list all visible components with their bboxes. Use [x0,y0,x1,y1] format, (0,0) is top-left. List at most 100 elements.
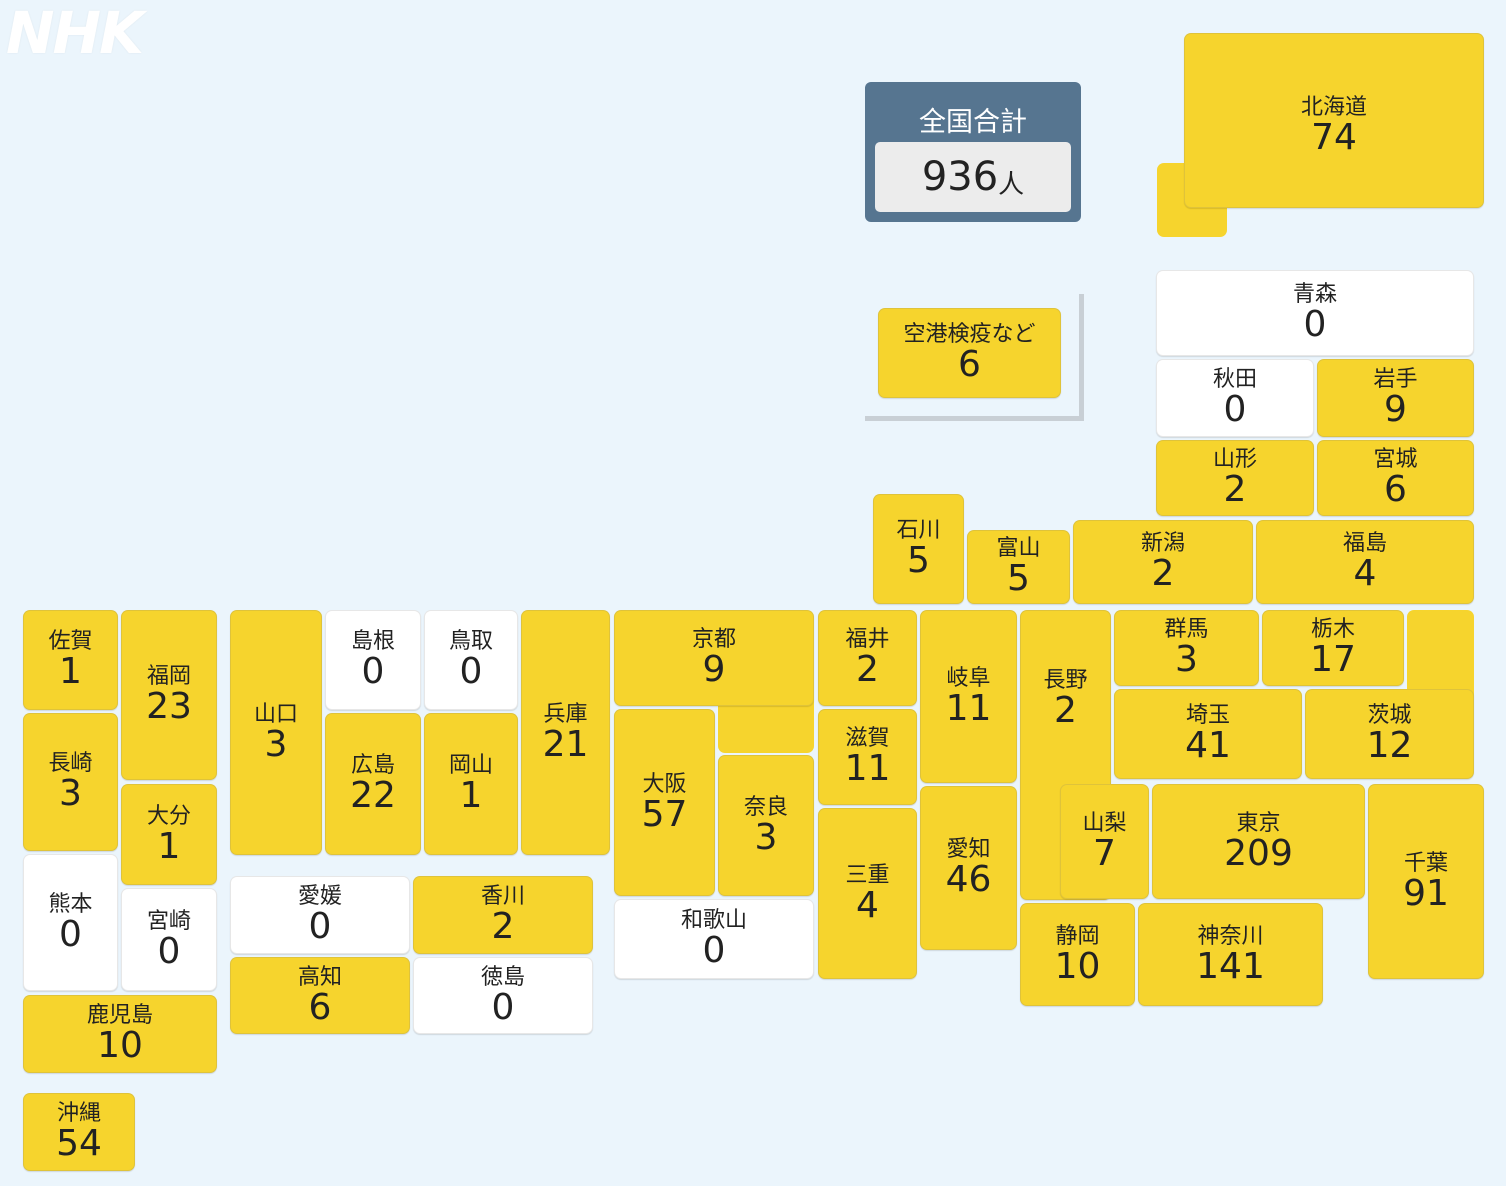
prefecture-count: 10 [1054,945,1101,987]
prefecture-count: 0 [1303,304,1327,345]
prefecture-name: 宮城 [1373,447,1418,472]
prefecture-count: 54 [56,1123,102,1164]
prefecture-tile-shiga[interactable]: 滋賀 11 [818,709,917,805]
prefecture-name: 神奈川 [1197,923,1264,949]
prefecture-count: 2 [1223,469,1247,510]
prefecture-count: 4 [1353,553,1377,594]
prefecture-tile-fukushima[interactable]: 福島 4 [1256,520,1474,604]
prefecture-count: 6 [308,986,332,1028]
prefecture-tile-hyogo[interactable]: 兵庫 21 [521,610,610,855]
prefecture-tile-kanagawa[interactable]: 神奈川 141 [1138,903,1323,1006]
prefecture-tile-nara[interactable]: 奈良 3 [718,755,814,896]
prefecture-name: 福井 [845,627,890,652]
national-total-unit: 人 [998,169,1025,200]
prefecture-tile-yamaguchi[interactable]: 山口 3 [230,610,322,855]
prefecture-tile-kyoto[interactable]: 京都 9 [614,610,814,706]
prefecture-tile-okinawa[interactable]: 沖縄 54 [23,1093,135,1171]
prefecture-count: 2 [491,906,515,947]
prefecture-tile-fukuoka[interactable]: 福岡 23 [121,610,217,780]
prefecture-name: 静岡 [1055,923,1100,949]
prefecture-count: 5 [1007,558,1030,599]
prefecture-count: 17 [1310,639,1356,680]
prefecture-tile-ishikawa[interactable]: 石川 5 [873,494,964,604]
prefecture-count: 3 [264,723,288,765]
prefecture-tile-okayama[interactable]: 岡山 1 [424,713,518,855]
prefecture-tile-niigata[interactable]: 新潟 2 [1073,520,1253,604]
prefecture-count: 74 [1311,117,1357,158]
prefecture-tile-kagawa[interactable]: 香川 2 [413,876,593,954]
prefecture-name: 鹿児島 [86,1003,153,1028]
prefecture-count: 209 [1224,832,1293,874]
prefecture-tile-tottori[interactable]: 鳥取 0 [424,610,518,710]
prefecture-tile-kochi[interactable]: 高知 6 [230,957,410,1034]
prefecture-tile-tokyo[interactable]: 東京 209 [1152,784,1365,899]
prefecture-tile-miyazaki[interactable]: 宮崎 0 [121,888,217,991]
prefecture-tile-airport[interactable]: 空港検疫など 6 [878,308,1061,398]
prefecture-name: 埼玉 [1185,703,1230,728]
prefecture-count: 91 [1403,872,1449,914]
prefecture-name: 茨城 [1367,703,1412,728]
prefecture-name: 島根 [350,629,395,654]
prefecture-tile-osaka[interactable]: 大阪 57 [614,709,715,896]
prefecture-tile-aichi[interactable]: 愛知 46 [920,786,1017,950]
prefecture-name: 空港検疫など [903,322,1036,347]
prefecture-name: 熊本 [48,891,93,917]
prefecture-tile-chiba[interactable]: 千葉 91 [1368,784,1484,979]
prefecture-count: 23 [146,686,192,727]
prefecture-tile-kumamoto[interactable]: 熊本 0 [23,854,118,991]
prefecture-name: 滋賀 [845,726,890,751]
national-total-value: 936 [921,154,999,200]
prefecture-tile-shizuoka[interactable]: 静岡 10 [1020,903,1135,1006]
prefecture-tile-saitama[interactable]: 埼玉 41 [1114,689,1302,779]
prefecture-count: 1 [157,825,181,867]
prefecture-name: 栃木 [1310,617,1355,642]
prefecture-count: 2 [1054,690,1077,731]
prefecture-count: 6 [1384,469,1407,510]
prefecture-name: 三重 [845,862,890,888]
prefecture-tile-shimane[interactable]: 島根 0 [325,610,421,710]
prefecture-count: 0 [308,906,332,947]
prefecture-tile-yamanashi[interactable]: 山梨 7 [1060,784,1149,899]
prefecture-tile-toyama[interactable]: 富山 5 [967,530,1070,604]
prefecture-tile-iwate[interactable]: 岩手 9 [1317,359,1474,437]
national-total-label: 全国合計 [919,107,1027,138]
prefecture-tile-wakayama[interactable]: 和歌山 0 [614,899,814,979]
prefecture-tile-oita[interactable]: 大分 1 [121,784,217,885]
prefecture-count: 141 [1196,945,1265,987]
prefecture-name: 群馬 [1164,617,1209,642]
prefecture-name: 広島 [350,753,395,778]
prefecture-name: 新潟 [1140,531,1185,556]
national-total-panel: 全国合計 936 人 [865,82,1081,222]
prefecture-tile-fukui[interactable]: 福井 2 [818,610,917,706]
prefecture-tile-tokushima[interactable]: 徳島 0 [413,957,593,1034]
prefecture-name: 千葉 [1403,850,1448,876]
prefecture-count: 10 [97,1025,143,1066]
prefecture-tile-saga[interactable]: 佐賀 1 [23,610,118,710]
prefecture-tile-gunma[interactable]: 群馬 3 [1114,610,1259,686]
prefecture-tile-aomori[interactable]: 青森 0 [1156,270,1474,356]
airport-bracket-divider [865,294,1084,421]
nhk-logo: NHK [6,0,144,67]
prefecture-count: 1 [459,775,483,816]
prefecture-tile-ehime[interactable]: 愛媛 0 [230,876,410,954]
prefecture-name: 富山 [996,536,1041,561]
prefecture-tile-hokkaido[interactable]: 北海道 74 [1184,33,1484,208]
prefecture-tile-miyagi[interactable]: 宮城 6 [1317,440,1474,516]
prefecture-tile-hiroshima[interactable]: 広島 22 [325,713,421,855]
prefecture-count: 2 [856,649,879,690]
prefecture-count: 7 [1093,832,1116,874]
prefecture-name: 鳥取 [448,629,493,654]
prefecture-tile-akita[interactable]: 秋田 0 [1156,359,1314,437]
prefecture-name: 愛媛 [297,884,342,909]
prefecture-name: 和歌山 [680,908,747,933]
prefecture-tile-yamagata[interactable]: 山形 2 [1156,440,1314,516]
prefecture-count: 3 [1175,639,1198,680]
prefecture-tile-tochigi[interactable]: 栃木 17 [1262,610,1404,686]
prefecture-tile-mie[interactable]: 三重 4 [818,808,917,979]
prefecture-tile-nagasaki[interactable]: 長崎 3 [23,713,118,851]
prefecture-tile-gifu[interactable]: 岐阜 11 [920,610,1017,783]
prefecture-tile-ibaraki[interactable]: 茨城 12 [1305,689,1474,779]
prefecture-tile-kagoshima[interactable]: 鹿児島 10 [23,995,217,1073]
prefecture-count: 0 [361,651,385,692]
